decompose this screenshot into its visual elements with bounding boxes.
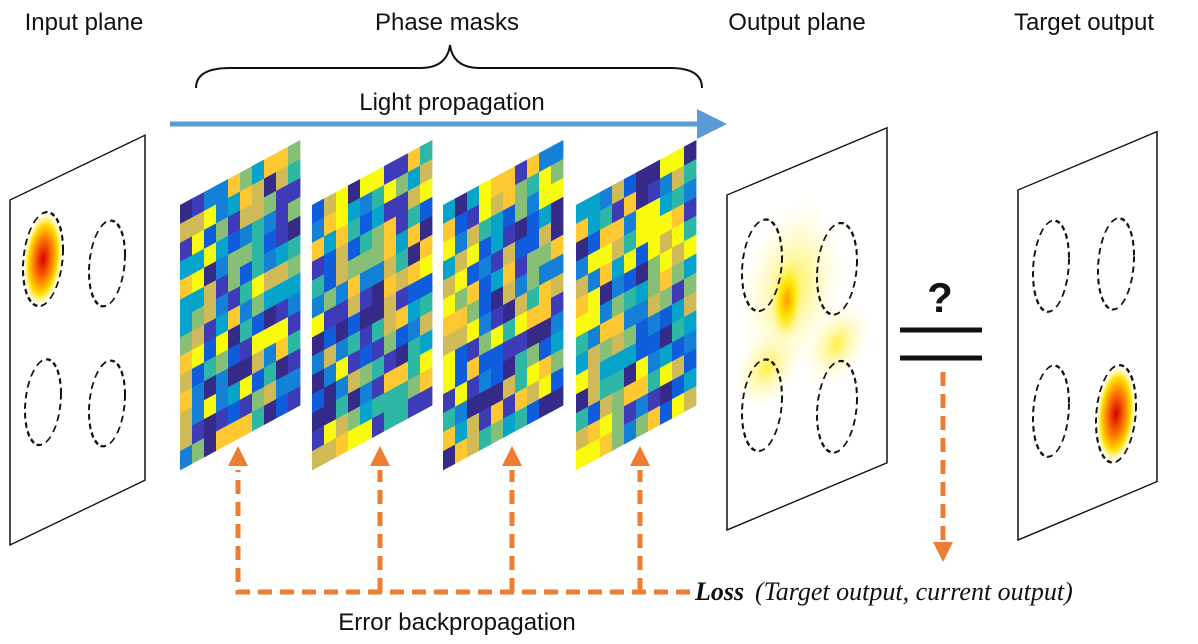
target-output-label: Target output bbox=[1014, 9, 1154, 36]
brace bbox=[196, 45, 702, 88]
output-plane-label: Output plane bbox=[728, 9, 865, 36]
phase-mask bbox=[443, 140, 563, 470]
phase-masks-label: Phase masks bbox=[375, 9, 519, 36]
input-plane-label: Input plane bbox=[25, 9, 144, 36]
page: {"labels":{"input_plane":"Input plane","… bbox=[0, 0, 1198, 639]
phase-mask bbox=[312, 140, 432, 470]
input-plane bbox=[10, 135, 145, 545]
diagram: Input plane Phase masks Output plane Tar… bbox=[0, 0, 1198, 639]
phase-mask bbox=[576, 140, 696, 470]
loss-name: Loss bbox=[694, 577, 744, 606]
output-plane bbox=[727, 128, 887, 530]
target-plane bbox=[1018, 132, 1157, 540]
light-propagation-label: Light propagation bbox=[359, 89, 544, 116]
question-mark: ? bbox=[927, 274, 953, 321]
phase-masks bbox=[180, 140, 696, 470]
phase-mask bbox=[180, 140, 300, 470]
loss-args: (Target output, current output) bbox=[755, 577, 1073, 606]
error-backpropagation-label: Error backpropagation bbox=[338, 609, 575, 636]
